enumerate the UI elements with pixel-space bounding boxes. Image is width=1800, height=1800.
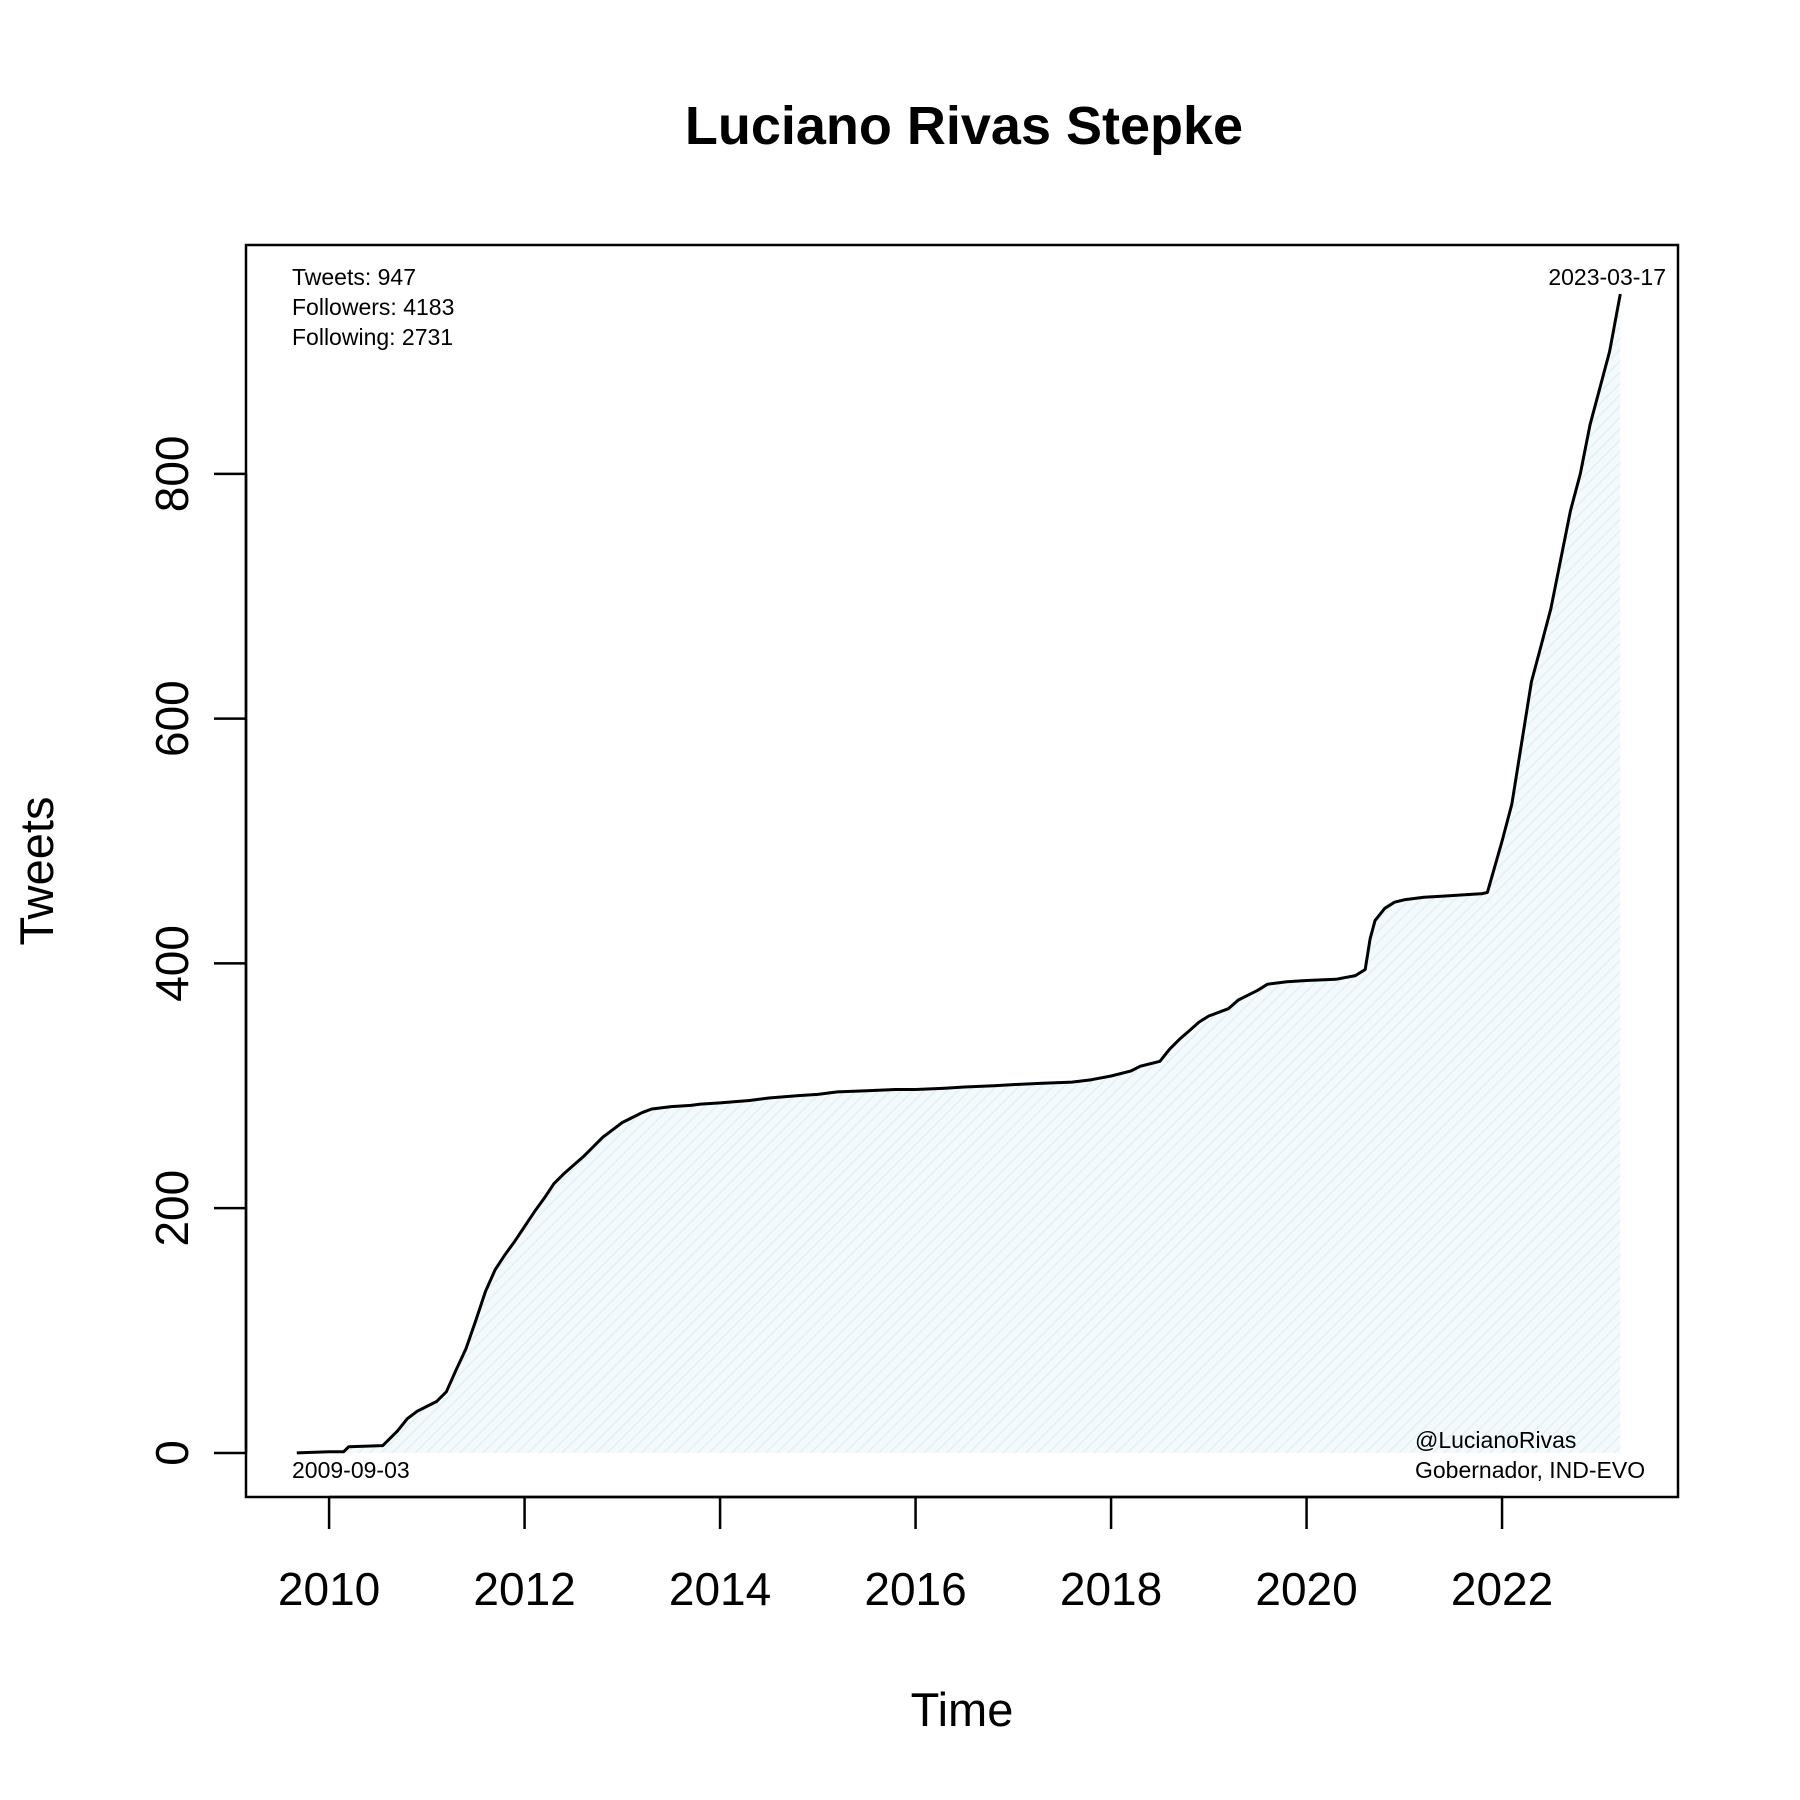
x-tick-label: 2014 xyxy=(669,1563,771,1615)
role-label: Gobernador, IND-EVO xyxy=(1415,1457,1645,1483)
x-axis-label: Time xyxy=(911,1683,1014,1736)
chart-title: Luciano Rivas Stepke xyxy=(685,96,1243,156)
series-line xyxy=(296,293,1622,1455)
y-tick-label: 800 xyxy=(146,435,198,512)
end-date-label: 2023-03-17 xyxy=(1548,264,1666,290)
x-axis: 2010 2012 2014 2016 2018 2020 2022 xyxy=(278,1495,1553,1615)
handle-label: @LucianoRivas xyxy=(1415,1427,1576,1453)
x-tick-label: 2018 xyxy=(1060,1563,1162,1615)
x-tick-label: 2012 xyxy=(473,1563,575,1615)
y-axis-label: Tweets xyxy=(10,797,63,946)
stat-tweets: Tweets: 947 xyxy=(292,264,416,290)
y-tick-label: 400 xyxy=(146,925,198,1002)
area-fill xyxy=(296,294,1621,1453)
x-tick-label: 2022 xyxy=(1451,1563,1553,1615)
stat-followers: Followers: 4183 xyxy=(292,294,454,320)
x-tick-label: 2016 xyxy=(864,1563,966,1615)
x-tick-label: 2010 xyxy=(278,1563,380,1615)
y-tick-label: 200 xyxy=(146,1170,198,1247)
y-axis: 0 200 400 600 800 xyxy=(146,435,248,1466)
stat-following: Following: 2731 xyxy=(292,324,453,350)
y-tick-label: 600 xyxy=(146,680,198,757)
y-tick-label: 0 xyxy=(146,1440,198,1466)
x-tick-label: 2020 xyxy=(1255,1563,1357,1615)
start-date-label: 2009-09-03 xyxy=(292,1457,410,1483)
